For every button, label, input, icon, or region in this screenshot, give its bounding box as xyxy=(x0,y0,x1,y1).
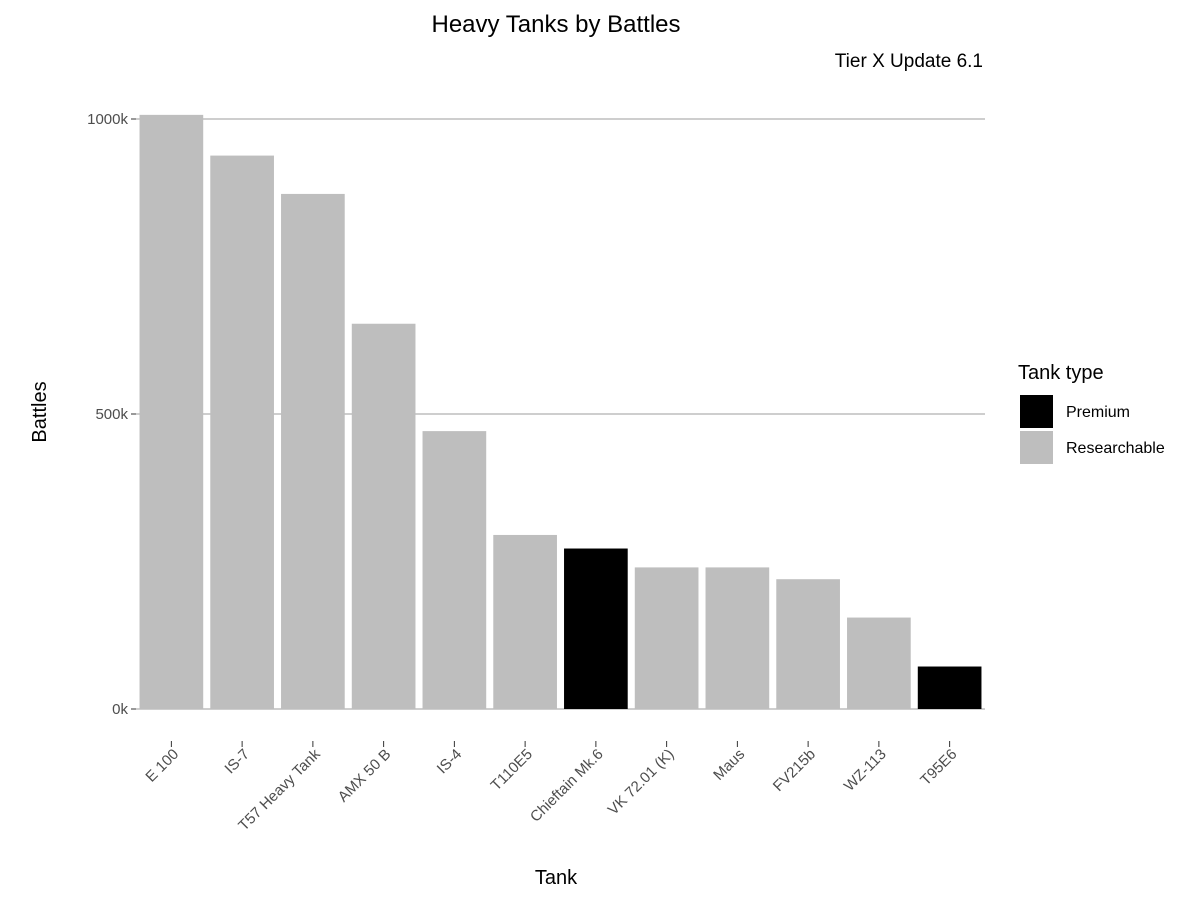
x-axis-title: Tank xyxy=(535,867,578,889)
chart-title: Heavy Tanks by Battles xyxy=(431,11,680,38)
y-tick-label: 0k xyxy=(112,701,128,718)
x-tick-label: T110E5 xyxy=(488,746,536,794)
bar xyxy=(281,193,345,709)
chart-subtitle: Tier X Update 6.1 xyxy=(835,51,983,72)
legend: Tank type Premium Researchable xyxy=(1018,362,1165,464)
bar xyxy=(564,548,628,709)
bar xyxy=(705,567,770,709)
bar xyxy=(210,155,274,709)
legend-label: Premium xyxy=(1066,404,1130,421)
bar xyxy=(847,617,911,709)
x-tick-label: WZ-113 xyxy=(841,746,890,795)
bars xyxy=(139,114,982,710)
y-tick-label: 1000k xyxy=(87,111,128,128)
legend-items: Premium Researchable xyxy=(1020,395,1165,464)
y-tick-label: 500k xyxy=(95,406,128,423)
x-tick-label: VK 72.01 (K) xyxy=(605,746,678,819)
bar xyxy=(351,323,416,709)
bar xyxy=(422,431,487,709)
x-tick-label: E 100 xyxy=(142,746,182,786)
bar xyxy=(917,666,982,709)
x-tick-label: FV215b xyxy=(770,746,819,795)
legend-swatch xyxy=(1020,395,1053,428)
legend-label: Researchable xyxy=(1066,440,1165,457)
bar xyxy=(776,579,840,709)
bar xyxy=(634,567,699,709)
legend-swatch xyxy=(1020,431,1053,464)
x-tick-label: IS-4 xyxy=(434,746,465,777)
x-tick-label: T95E6 xyxy=(917,746,960,789)
grid-lines xyxy=(136,118,985,710)
x-tick-label: IS-7 xyxy=(221,746,252,777)
bar xyxy=(139,114,204,710)
bar xyxy=(493,534,557,709)
x-tick-label: Chieftain Mk.6 xyxy=(527,746,607,826)
y-axis: 0k 500k 1000k xyxy=(87,111,136,718)
x-tick-label: AMX 50 B xyxy=(335,746,395,806)
y-axis-title: Battles xyxy=(29,381,51,442)
legend-title: Tank type xyxy=(1018,362,1104,384)
x-tick-label: Maus xyxy=(710,746,748,784)
